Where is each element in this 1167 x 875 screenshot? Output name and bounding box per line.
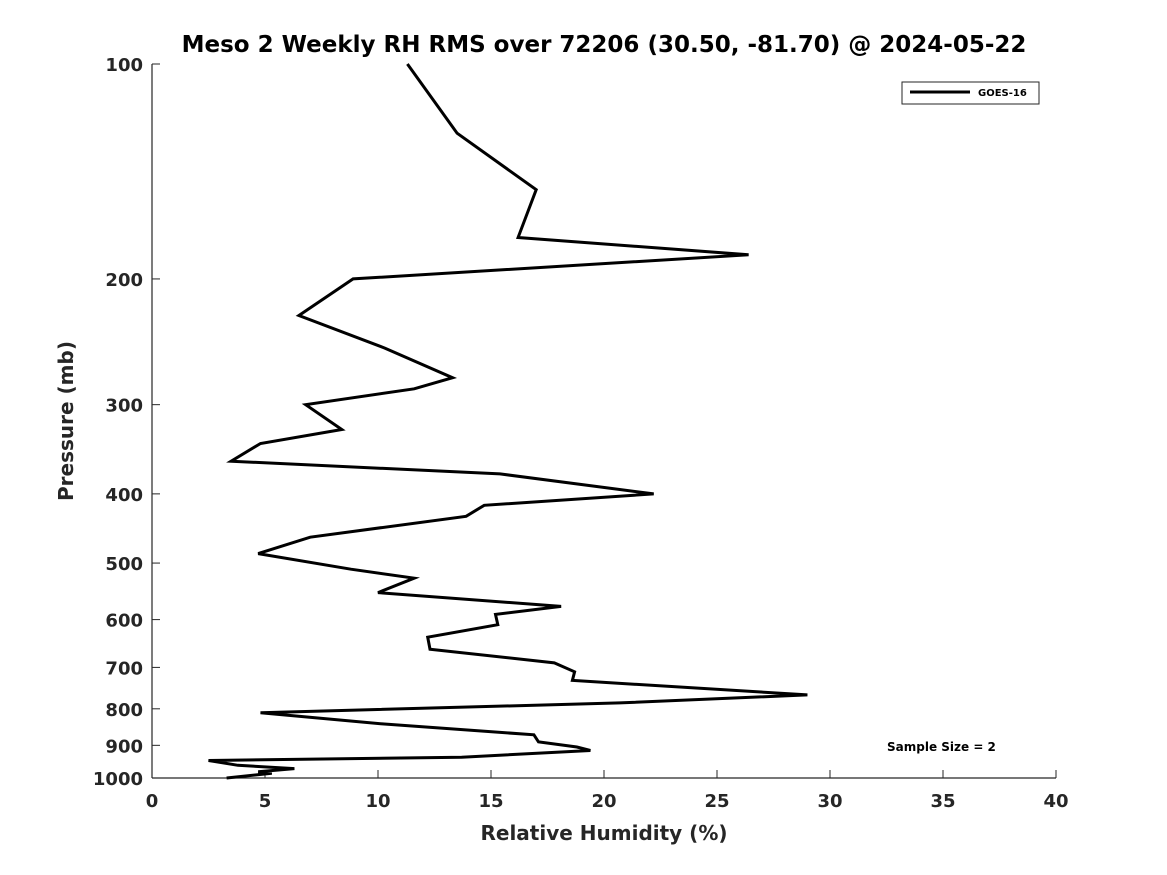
x-tick-label: 20: [591, 791, 616, 812]
y-tick-label: 400: [105, 485, 143, 506]
x-tick-label: 5: [259, 791, 272, 812]
y-tick-label: 900: [105, 736, 143, 757]
y-tick-label: 300: [105, 396, 143, 417]
y-tick-label: 600: [105, 611, 143, 632]
y-tick-label: 700: [105, 658, 143, 679]
series-line-goes16: [208, 63, 808, 780]
x-tick-label: 10: [365, 791, 390, 812]
x-tick-label: 25: [704, 791, 729, 812]
x-tick-label: 15: [478, 791, 503, 812]
y-tick-label: 100: [105, 55, 143, 76]
legend-label: GOES-16: [978, 88, 1027, 99]
x-tick-label: 30: [817, 791, 842, 812]
y-tick-label: 500: [105, 554, 143, 575]
x-tick-label: 0: [146, 791, 159, 812]
x-tick-label: 40: [1043, 791, 1068, 812]
y-axis-label: Pressure (mb): [54, 341, 78, 501]
legend: GOES-16: [901, 81, 1040, 105]
chart-title: Meso 2 Weekly RH RMS over 72206 (30.50, …: [182, 32, 1027, 58]
y-tick-label: 800: [105, 700, 143, 721]
legend-box: [901, 81, 1040, 105]
y-axis-ticks: 100 200 300 400 500 600 700 800 900 1000: [93, 55, 160, 790]
x-axis-label: Relative Humidity (%): [480, 821, 727, 845]
y-tick-label: 200: [105, 270, 143, 291]
x-axis-ticks: 0 5 10 15 20 25 30 35 40: [146, 770, 1069, 812]
y-tick-label: 1000: [93, 769, 143, 790]
x-tick-label: 35: [930, 791, 955, 812]
sample-size-annotation: Sample Size = 2: [887, 740, 996, 754]
